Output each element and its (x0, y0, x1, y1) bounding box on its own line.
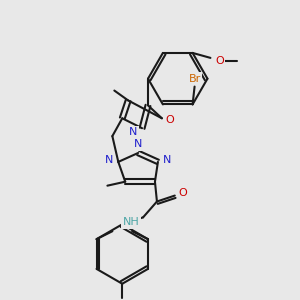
Text: N: N (134, 139, 142, 149)
Text: O: O (178, 188, 187, 198)
Text: NH: NH (123, 217, 140, 227)
Text: N: N (129, 127, 137, 137)
Text: N: N (105, 155, 114, 165)
Text: N: N (163, 155, 171, 165)
Text: Br: Br (188, 74, 201, 84)
Text: O: O (165, 115, 174, 125)
Text: O: O (215, 56, 224, 66)
